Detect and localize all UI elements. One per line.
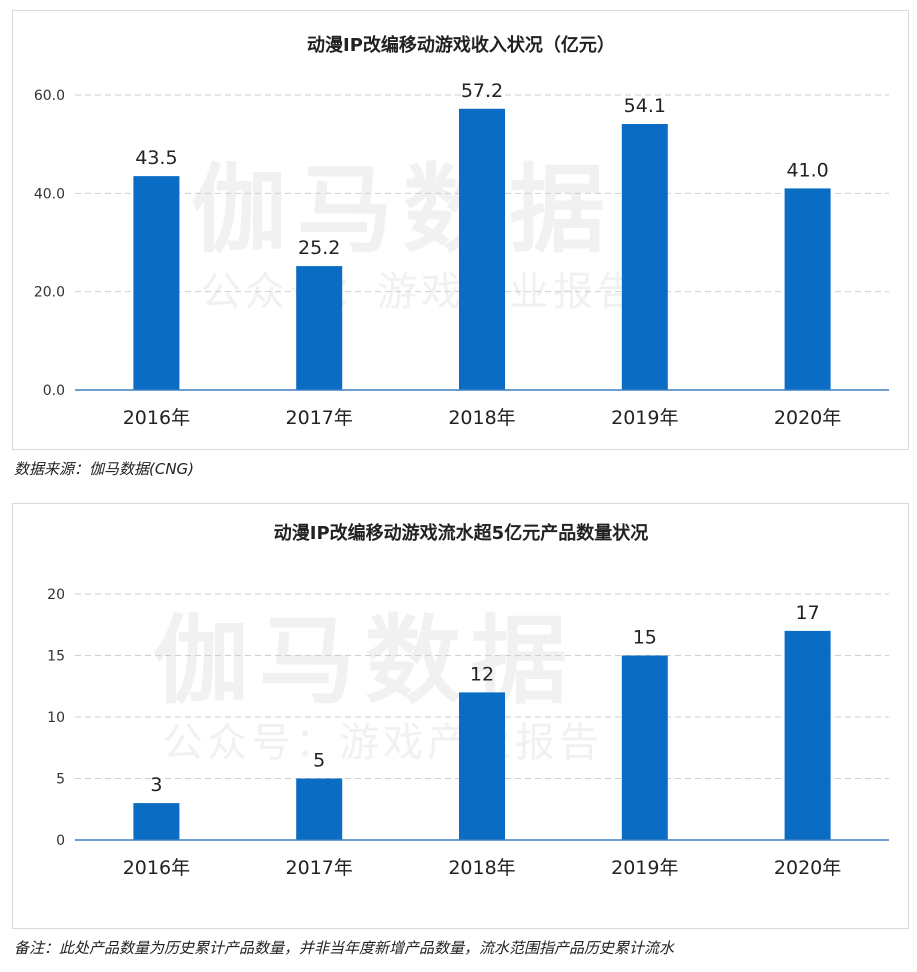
watermark-sub: 公众号：游戏产业报告 [163, 720, 603, 766]
x-tick-label: 2019年 [611, 407, 678, 429]
y-tick-label: 0 [56, 833, 65, 849]
y-tick-label: 40.0 [34, 186, 65, 202]
x-tick-label: 2019年 [611, 857, 678, 879]
data-label: 41.0 [786, 159, 828, 181]
bar [621, 655, 668, 840]
x-tick-label: 2017年 [286, 407, 353, 429]
x-tick-label: 2018年 [448, 857, 515, 879]
data-label: 25.2 [298, 237, 340, 259]
data-label: 3 [150, 774, 162, 796]
bar [459, 692, 505, 840]
chart-title: 动漫IP改编移动游戏收入状况（亿元） [307, 34, 615, 56]
data-label: 12 [470, 663, 494, 685]
count-chart-panel: 伽马数据 公众号：游戏产业报告 动漫IP改编移动游戏流水超5亿元产品数量状况 0 5 10… [12, 503, 909, 929]
bar [133, 803, 180, 840]
x-tick-label: 2017年 [286, 857, 353, 879]
source-note: 数据来源：伽马数据(CNG) [14, 460, 195, 478]
revenue-chart-panel: 伽马数据 公众号：游戏产业报告 动漫IP改编移动游戏收入状况（亿元） 0.0 20.0 4… [12, 10, 909, 450]
x-tick-label: 2018年 [448, 407, 515, 429]
y-tick-label: 5 [56, 772, 65, 788]
data-label: 5 [313, 750, 325, 772]
y-tick-label: 15 [47, 649, 65, 665]
bar [133, 176, 180, 390]
watermark-main: 伽马数据 [153, 605, 577, 717]
x-tick-label: 2016年 [123, 857, 190, 879]
chart-title: 动漫IP改编移动游戏流水超5亿元产品数量状况 [274, 522, 648, 544]
x-tick-label: 2020年 [774, 407, 841, 429]
data-label: 57.2 [461, 80, 503, 102]
bar [296, 266, 343, 390]
bar [621, 124, 668, 390]
y-tick-label: 10 [47, 710, 65, 726]
bar [296, 778, 343, 840]
y-tick-label: 20 [47, 587, 65, 603]
data-label: 15 [633, 627, 657, 649]
bar [784, 188, 831, 390]
bar [784, 630, 831, 840]
y-tick-label: 20.0 [34, 285, 65, 301]
remark-note: 备注：此处产品数量为历史累计产品数量，并非当年度新增产品数量，流水范围指产品历史… [14, 939, 675, 957]
x-tick-label: 2016年 [123, 407, 190, 429]
y-tick-label: 0.0 [43, 383, 65, 399]
data-label: 43.5 [135, 147, 177, 169]
bar [459, 108, 505, 391]
y-tick-label: 60.0 [34, 88, 65, 104]
x-tick-label: 2020年 [774, 857, 841, 879]
data-label: 17 [796, 602, 820, 624]
revenue-chart: 伽马数据公众号：游戏产业报告动漫IP改编移动游戏收入状况（亿元）0.020.04… [34, 34, 889, 429]
data-label: 54.1 [624, 95, 666, 117]
watermark-main: 伽马数据 [191, 154, 615, 266]
